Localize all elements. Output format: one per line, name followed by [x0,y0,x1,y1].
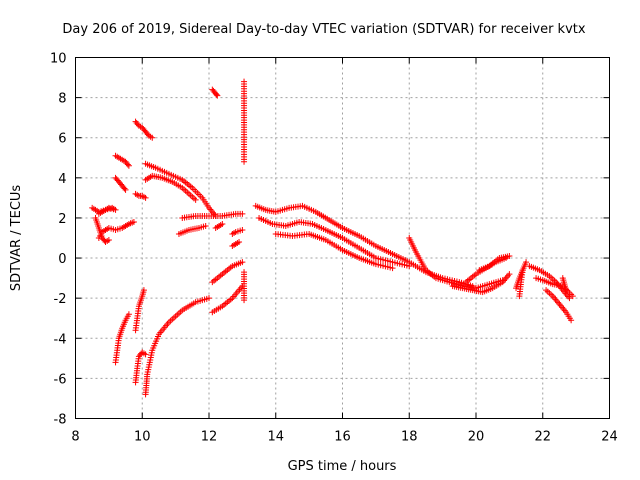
x-tick-label: 10 [134,430,151,445]
chart-title: Day 206 of 2019, Sidereal Day-to-day VTE… [62,22,585,37]
y-tick-label: 4 [58,172,66,187]
data-point [406,263,413,270]
y-axis-label: SDTVAR / TECUs [9,185,24,292]
x-tick-label: 20 [468,430,485,445]
data-point [239,210,246,217]
data-point [523,259,530,266]
data-point [569,293,576,300]
y-tick-label: -8 [54,413,67,428]
data-point [239,259,246,266]
data-point [239,226,246,233]
data-point [125,311,132,318]
x-tick-label: 12 [201,430,218,445]
x-tick-label: 18 [401,430,418,445]
data-point [140,287,147,294]
data-point [506,271,513,278]
plot-frame [75,57,610,419]
data-point [519,267,526,274]
data-point [125,162,132,169]
x-axis-label: GPS time / hours [288,459,397,474]
data-point [568,317,575,324]
y-tick-label: 0 [58,252,66,267]
y-tick-label: -2 [54,292,67,307]
data-point [241,297,248,304]
data-point [124,161,131,168]
x-tick-label: 24 [601,430,618,445]
y-tick-label: 2 [58,212,66,227]
x-tick-label: 14 [267,430,284,445]
data-point [563,287,570,294]
y-tick-label: -4 [54,332,67,347]
data-point [121,185,128,192]
data-point [236,239,243,246]
data-point [95,210,102,217]
data-point [213,91,220,98]
data-point [206,295,212,302]
data-point [219,220,226,227]
data-point [142,194,149,201]
data-point [566,295,573,302]
y-tick-label: 6 [58,132,66,147]
data-point [214,92,221,99]
data-points [89,78,576,398]
data-point [130,218,137,225]
data-point [142,351,149,358]
data-point [105,237,112,244]
data-point [389,265,396,272]
data-point [506,253,513,260]
y-tick-label: -6 [54,372,67,387]
data-point [122,186,129,193]
y-tick-label: 10 [50,52,67,67]
data-point [241,158,248,165]
x-tick-label: 22 [534,430,551,445]
x-tick-label: 8 [71,430,79,445]
data-point [149,134,156,141]
data-point [192,196,199,203]
x-tick-label: 16 [334,430,351,445]
y-tick-label: 8 [58,92,66,107]
data-point [202,222,209,229]
